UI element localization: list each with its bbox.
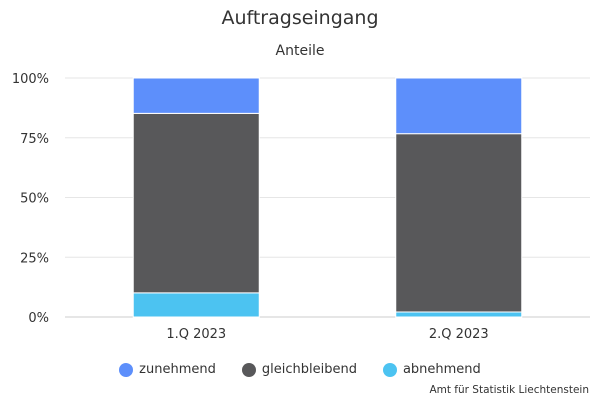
y-axis-ticks: 0% 25% 50% 75% 100% bbox=[12, 72, 49, 326]
y-tick-label: 25% bbox=[20, 251, 49, 266]
x-tick-label: 2.Q 2023 bbox=[429, 327, 489, 342]
bar-abnehmend-1[interactable] bbox=[395, 311, 523, 318]
legend-swatch-zunehmend bbox=[119, 362, 134, 377]
chart-title: Auftragseingang bbox=[221, 7, 379, 29]
y-tick-label: 75% bbox=[20, 132, 49, 147]
x-axis-ticks: 1.Q 2023 2.Q 2023 bbox=[166, 327, 488, 342]
legend: zunehmend gleichbleibend abnehmend bbox=[0, 362, 600, 377]
legend-label-abnehmend: abnehmend bbox=[402, 362, 481, 377]
y-tick-label: 100% bbox=[12, 72, 49, 87]
bar-zunehmend-1[interactable] bbox=[395, 77, 523, 135]
y-tick-label: 50% bbox=[20, 192, 49, 207]
legend-item-zunehmend[interactable]: zunehmend bbox=[119, 362, 216, 377]
bars bbox=[132, 77, 523, 318]
legend-swatch-abnehmend bbox=[382, 362, 397, 377]
legend-label-zunehmend: zunehmend bbox=[139, 362, 216, 377]
bar-gleichbleibend-0[interactable] bbox=[132, 112, 260, 294]
y-tick-label: 0% bbox=[28, 311, 49, 326]
bar-gleichbleibend-1[interactable] bbox=[395, 133, 523, 313]
x-tick-label: 1.Q 2023 bbox=[166, 327, 226, 342]
bar-zunehmend-0[interactable] bbox=[132, 77, 260, 114]
bar-abnehmend-0[interactable] bbox=[132, 292, 260, 318]
legend-item-abnehmend[interactable]: abnehmend bbox=[382, 362, 481, 377]
source-credit: Amt für Statistik Liechtenstein bbox=[429, 384, 589, 396]
legend-label-gleichbleibend: gleichbleibend bbox=[261, 362, 357, 377]
legend-swatch-gleichbleibend bbox=[241, 362, 256, 377]
legend-item-gleichbleibend[interactable]: gleichbleibend bbox=[241, 362, 357, 377]
chart-subtitle: Anteile bbox=[275, 43, 325, 59]
